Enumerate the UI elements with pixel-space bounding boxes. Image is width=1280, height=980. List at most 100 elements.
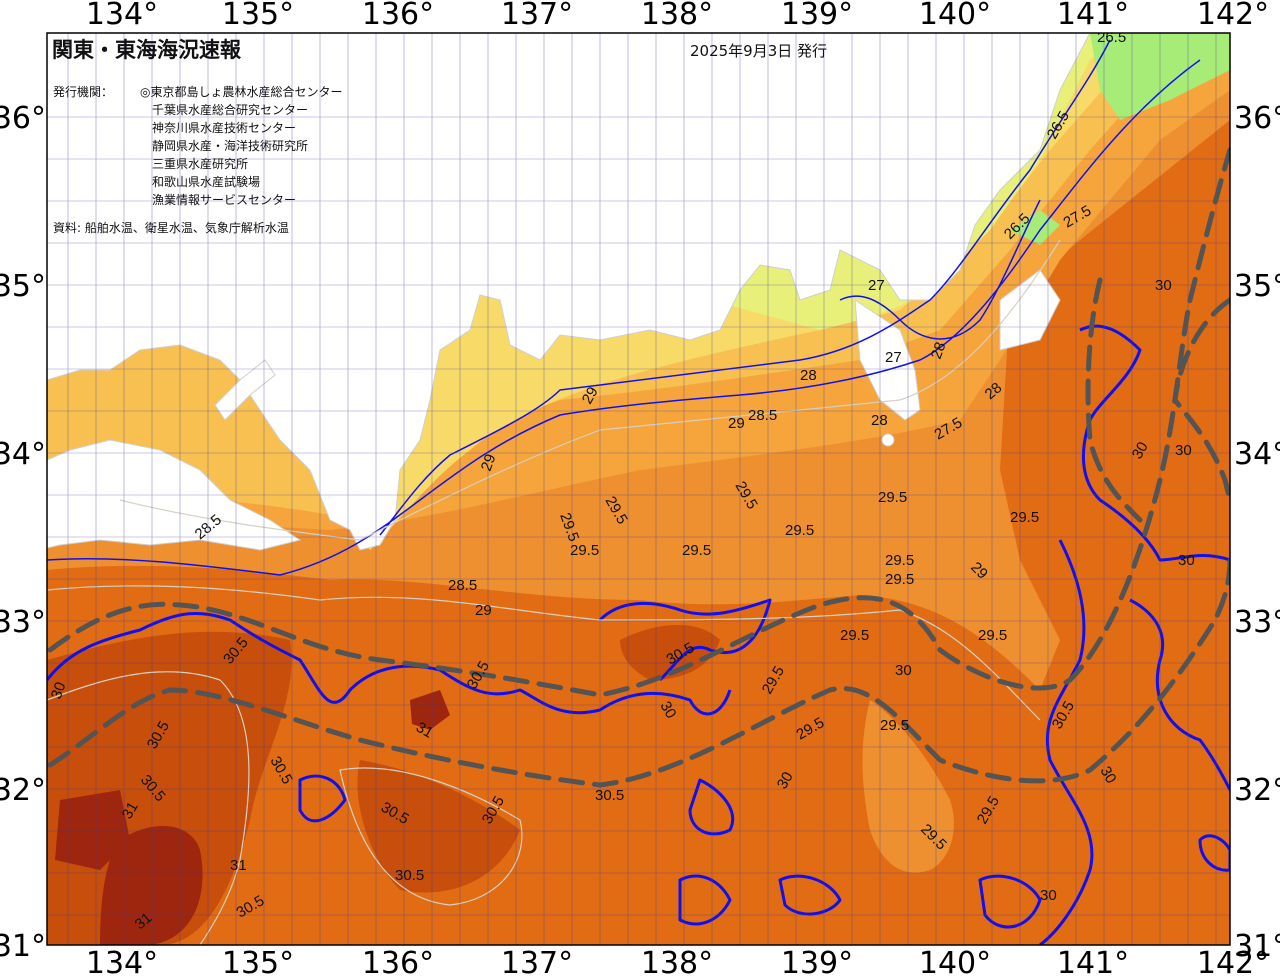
iso-label: 29 bbox=[475, 602, 492, 619]
isotherm-30-south-b bbox=[678, 874, 732, 926]
longitude-labels-top: 134° 135° 136° 137° 138° 139° 140° 141° … bbox=[86, 0, 1269, 32]
lon-label: 142° bbox=[1197, 946, 1269, 980]
kuroshio-axis bbox=[47, 147, 1230, 788]
lon-label: 138° bbox=[641, 946, 713, 980]
lat-label: 31° bbox=[0, 929, 46, 964]
lat-label: 36° bbox=[1234, 101, 1280, 136]
lon-label: 137° bbox=[501, 0, 573, 32]
lat-label: 33° bbox=[0, 605, 46, 640]
iso-label: 30.5 bbox=[595, 787, 624, 804]
iso-label: 30 bbox=[774, 769, 797, 792]
iso-label: 29.5 bbox=[570, 542, 599, 559]
iso-label: 31 bbox=[230, 857, 247, 874]
iso-label: 31 bbox=[119, 799, 142, 822]
iso-label: 29.5 bbox=[840, 627, 869, 644]
map-frame bbox=[46, 32, 1231, 946]
iso-label: 27 bbox=[868, 277, 885, 294]
lon-label: 141° bbox=[1057, 0, 1129, 32]
sst-band-30-5-b bbox=[357, 760, 520, 893]
isotherm-30-east bbox=[1079, 324, 1230, 562]
isotherm-30-south-f bbox=[1198, 834, 1230, 872]
lon-label: 140° bbox=[919, 946, 991, 980]
iso-label: 29.5 bbox=[878, 489, 907, 506]
lon-label: 136° bbox=[362, 946, 434, 980]
issuer-item: 千葉県水産総合研究センター bbox=[152, 103, 309, 117]
kuroshio-east-loop bbox=[1172, 297, 1230, 503]
lon-label: 134° bbox=[86, 946, 158, 980]
sst-band-31-c bbox=[55, 790, 130, 870]
iso-label: 30 bbox=[1097, 764, 1120, 787]
lon-label: 140° bbox=[919, 0, 991, 32]
kuroshio-outer-edge bbox=[47, 557, 1230, 788]
lat-label: 32° bbox=[0, 773, 46, 808]
issuers-label: 発行機関： bbox=[53, 85, 114, 99]
iso-label: 30 bbox=[1175, 442, 1192, 459]
isotherm-30-west bbox=[47, 611, 732, 716]
lon-label: 139° bbox=[781, 946, 853, 980]
iso-label: 30 bbox=[895, 662, 912, 679]
lon-label: 137° bbox=[501, 946, 573, 980]
issuer-item: 静岡県水産・海洋技術研究所 bbox=[152, 139, 309, 153]
map-title: 関東・東海海況速報 bbox=[52, 38, 241, 62]
lat-label: 33° bbox=[1234, 605, 1280, 640]
issuer-item: 和歌山県水産試験場 bbox=[152, 175, 261, 189]
isotherm-30-east-b bbox=[1039, 539, 1094, 945]
land-izu-peninsula bbox=[854, 299, 921, 421]
sst-band-30-5-c bbox=[620, 625, 720, 680]
lon-label: 142° bbox=[1197, 0, 1269, 32]
lon-label: 135° bbox=[222, 0, 294, 32]
iso-label: 28.5 bbox=[748, 407, 777, 424]
iso-label: 28 bbox=[800, 367, 817, 384]
iso-label: 29.5 bbox=[885, 571, 914, 588]
iso-label: 29.5 bbox=[1010, 509, 1039, 526]
iso-label: 29.5 bbox=[785, 522, 814, 539]
isotherm-30-south-d bbox=[688, 778, 735, 836]
lat-label: 34° bbox=[1234, 437, 1280, 472]
isotherm-28-coast bbox=[379, 39, 1111, 536]
iso-label: 30.5 bbox=[395, 867, 424, 884]
lon-label: 135° bbox=[222, 946, 294, 980]
lon-label: 141° bbox=[1057, 946, 1129, 980]
iso-label: 28 bbox=[928, 340, 950, 361]
iso-label: 30 bbox=[1155, 277, 1172, 294]
isotherm-27-coast bbox=[839, 199, 1041, 340]
iso-label: 30 bbox=[657, 699, 680, 722]
issuer-item: 漁業情報サービスセンター bbox=[152, 193, 297, 207]
isotherm-29-coast bbox=[47, 59, 1201, 576]
lon-label: 138° bbox=[641, 0, 713, 32]
graticule bbox=[47, 33, 1230, 945]
lat-label: 31° bbox=[1234, 929, 1280, 964]
land-izu-oshima bbox=[881, 433, 895, 447]
iso-label: 30 bbox=[1040, 887, 1057, 904]
issuers-list: ◎東京都島しょ農林水産総合センター 千葉県水産総合研究センター 神奈川県水産技術… bbox=[140, 83, 342, 209]
isotherm-30-5 bbox=[47, 671, 250, 945]
lat-label: 35° bbox=[1234, 269, 1280, 304]
latitude-labels-right: 36° 35° 34° 33° 32° 31° bbox=[1234, 101, 1280, 964]
iso-label: 30 bbox=[1129, 439, 1152, 462]
lat-label: 35° bbox=[0, 269, 46, 304]
iso-label: 29.5 bbox=[978, 627, 1007, 644]
iso-label: 27 bbox=[885, 349, 902, 366]
iso-label: 26.5 bbox=[1097, 29, 1126, 46]
land-awaji bbox=[214, 359, 276, 421]
isotherm-30-east-c bbox=[1129, 598, 1230, 791]
issuer-item: 三重県水産研究所 bbox=[152, 157, 249, 171]
iso-label: 29.5 bbox=[885, 552, 914, 569]
isotherm-30-south-a bbox=[298, 774, 347, 823]
lon-label: 136° bbox=[362, 0, 434, 32]
lat-label: 36° bbox=[0, 101, 46, 136]
iso-label: 28.5 bbox=[448, 577, 477, 594]
isotherm-30-mid bbox=[598, 598, 772, 682]
iso-label: 29 bbox=[579, 384, 602, 407]
latitude-labels-left: 36° 35° 34° 33° 32° 31° bbox=[0, 101, 46, 964]
iso-label: 29 bbox=[728, 415, 745, 432]
issuer-item: 神奈川県水産技術センター bbox=[152, 121, 297, 135]
issuer-item: ◎東京都島しょ農林水産総合センター bbox=[140, 85, 343, 99]
lon-label: 134° bbox=[86, 0, 158, 32]
lon-label: 139° bbox=[781, 0, 853, 32]
isotherm-30-south-e bbox=[978, 874, 1042, 929]
issue-date: 2025年9月3日 発行 bbox=[690, 42, 828, 60]
iso-label: 29.5 bbox=[682, 542, 711, 559]
longitude-labels-bottom: 134° 135° 136° 137° 138° 139° 140° 141° … bbox=[86, 946, 1269, 980]
